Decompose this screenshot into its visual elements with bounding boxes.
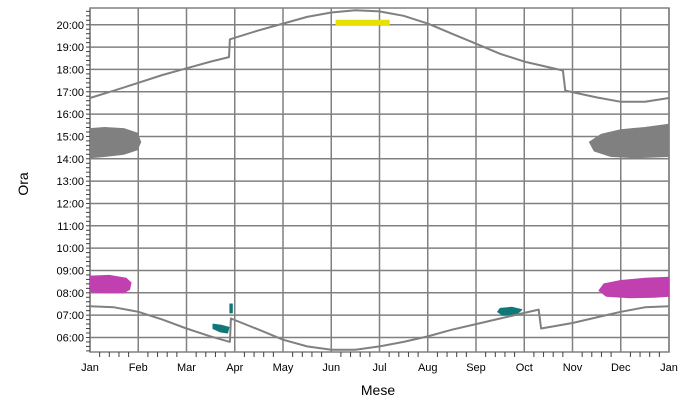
y-tick-label: 09:00 bbox=[56, 265, 84, 277]
y-tick-label: 11:00 bbox=[57, 221, 84, 233]
x-tick-label: Sep bbox=[466, 362, 486, 374]
x-tick-label: Apr bbox=[226, 362, 243, 374]
y-tick-label: 08:00 bbox=[56, 288, 84, 300]
y-tick-label: 10:00 bbox=[56, 243, 84, 255]
y-tick-label: 06:00 bbox=[56, 332, 84, 344]
x-axis-title: Mese bbox=[361, 382, 395, 398]
x-tick-label: Nov bbox=[563, 362, 583, 374]
gray-region bbox=[89, 127, 142, 159]
axes: Jan Feb Mar Apr May Jun Jul Aug Sep Oct Nov Dec Jan 0… bbox=[56, 10, 678, 374]
sun-time-curves bbox=[89, 9, 670, 351]
teal-region bbox=[212, 323, 230, 334]
magenta-region bbox=[89, 274, 132, 294]
sunset-line bbox=[89, 9, 670, 103]
event-regions bbox=[89, 19, 670, 334]
y-tick-label: 12:00 bbox=[56, 198, 84, 210]
gray-region bbox=[588, 123, 670, 159]
y-tick-label: 14:00 bbox=[56, 154, 84, 166]
x-tick-label: Dec bbox=[611, 362, 631, 374]
y-tick-label: 20:00 bbox=[56, 20, 84, 32]
grid bbox=[89, 7, 670, 353]
y-axis-title: Ora bbox=[15, 172, 31, 196]
y-tick-label: 17:00 bbox=[56, 87, 84, 99]
x-tick-label: May bbox=[273, 362, 294, 374]
y-tick-label: 18:00 bbox=[56, 64, 84, 76]
y-tick-label: 19:00 bbox=[56, 42, 84, 54]
x-tick-label: Jul bbox=[372, 362, 386, 374]
x-tick-label: Feb bbox=[129, 362, 148, 374]
plot-frame bbox=[89, 7, 670, 353]
x-tick-label: Mar bbox=[177, 362, 196, 374]
x-tick-label: Jan bbox=[81, 362, 99, 374]
teal-region bbox=[229, 303, 233, 314]
y-tick-label: 07:00 bbox=[56, 310, 84, 322]
x-tick-label: Oct bbox=[516, 362, 533, 374]
x-tick-label: Jun bbox=[322, 362, 340, 374]
sunrise-line bbox=[89, 305, 670, 351]
y-tick-label: 13:00 bbox=[56, 176, 84, 188]
yellow-region bbox=[335, 19, 390, 26]
x-tick-label: Aug bbox=[418, 362, 438, 374]
y-tick-label: 16:00 bbox=[56, 109, 84, 121]
x-tick-label: Jan bbox=[660, 362, 678, 374]
y-tick-label: 15:00 bbox=[56, 131, 84, 143]
magenta-region bbox=[598, 276, 670, 299]
